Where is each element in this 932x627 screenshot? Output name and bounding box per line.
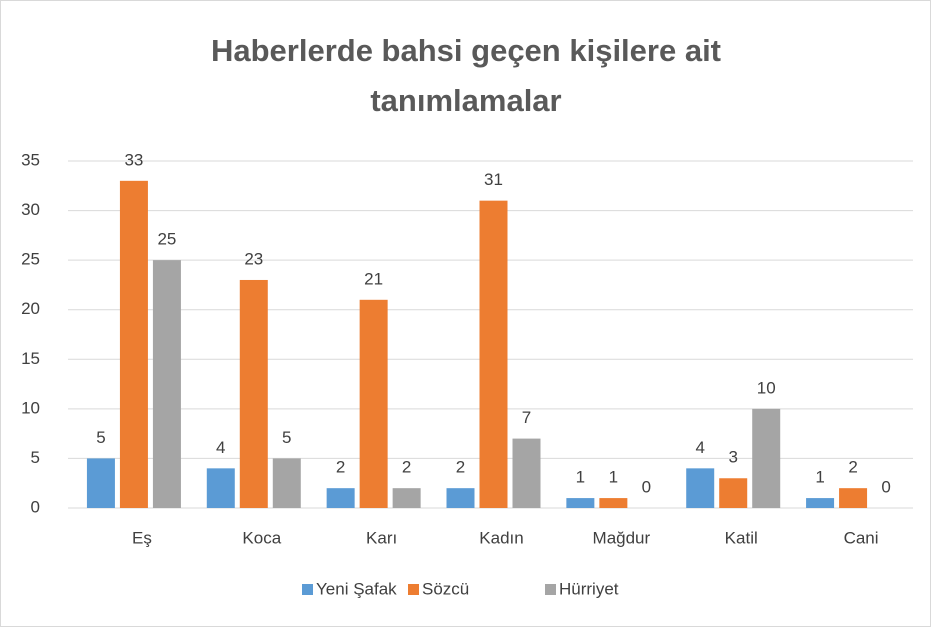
- data-label: 0: [881, 477, 890, 496]
- x-tick-label: Eş: [132, 528, 152, 547]
- legend-swatch: [408, 584, 419, 595]
- bar: [359, 299, 388, 508]
- legend-label: Yeni Şafak: [316, 579, 397, 598]
- x-tick-label: Cani: [844, 528, 879, 547]
- bar: [206, 468, 235, 508]
- bar: [392, 488, 421, 508]
- bar: [446, 488, 475, 508]
- bar: [719, 478, 748, 508]
- data-label: 23: [244, 249, 263, 268]
- x-tick-label: Kadın: [479, 528, 523, 547]
- legend-swatch: [545, 584, 556, 595]
- bar: [512, 438, 541, 508]
- y-tick-label: 30: [21, 200, 40, 219]
- y-tick-label: 25: [21, 250, 40, 269]
- data-label: 2: [336, 458, 345, 477]
- data-label: 4: [216, 438, 225, 457]
- data-label: 3: [728, 448, 737, 467]
- data-label: 2: [402, 458, 411, 477]
- x-tick-label: Karı: [366, 528, 397, 547]
- y-tick-label: 0: [31, 497, 40, 516]
- data-label: 4: [695, 438, 704, 457]
- bar: [479, 200, 508, 508]
- y-tick-label: 15: [21, 349, 40, 368]
- data-label: 0: [642, 477, 651, 496]
- y-tick-label: 10: [21, 398, 40, 417]
- data-label: 1: [576, 468, 585, 487]
- data-label: 5: [96, 428, 105, 447]
- data-label: 33: [124, 150, 143, 169]
- y-tick-label: 5: [31, 448, 40, 467]
- data-label: 10: [757, 378, 776, 397]
- y-tick-label: 35: [21, 150, 40, 169]
- data-label: 25: [157, 230, 176, 249]
- chart-title: Haberlerde bahsi geçen kişilere ait tanı…: [210, 33, 722, 118]
- x-tick-label: Mağdur: [593, 528, 651, 547]
- bar: [239, 279, 268, 508]
- data-label: 21: [364, 269, 383, 288]
- x-tick-label: Katil: [725, 528, 758, 547]
- data-label: 2: [848, 458, 857, 477]
- bar: [326, 488, 355, 508]
- data-label: 1: [609, 468, 618, 487]
- bar: [152, 260, 181, 508]
- bar: [839, 488, 868, 508]
- bar: [686, 468, 715, 508]
- data-label: 1: [815, 468, 824, 487]
- bar: [272, 458, 301, 508]
- legend-label: Sözcü: [422, 579, 469, 598]
- bar: [119, 180, 148, 509]
- legend-swatch: [302, 584, 313, 595]
- bar: [752, 408, 781, 508]
- legend-label: Hürriyet: [559, 579, 619, 598]
- data-label: 31: [484, 170, 503, 189]
- bar: [86, 458, 115, 508]
- data-label: 5: [282, 428, 291, 447]
- x-tick-label: Koca: [242, 528, 281, 547]
- bar: [566, 498, 595, 508]
- bar: [599, 498, 628, 508]
- y-tick-label: 20: [21, 299, 40, 318]
- bar: [806, 498, 835, 508]
- data-label: 2: [456, 458, 465, 477]
- data-label: 7: [522, 408, 531, 427]
